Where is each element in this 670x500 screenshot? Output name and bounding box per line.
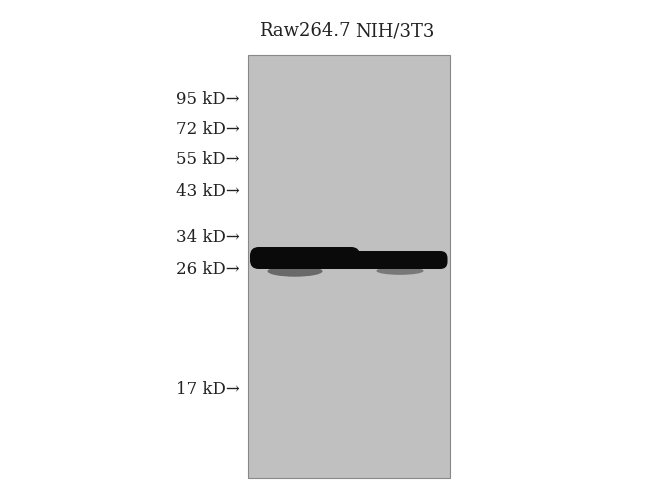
Text: 26 kD→: 26 kD→	[176, 262, 240, 278]
FancyBboxPatch shape	[250, 247, 360, 269]
Text: NIH/3T3: NIH/3T3	[355, 22, 435, 40]
Text: 55 kD→: 55 kD→	[176, 152, 240, 168]
Ellipse shape	[377, 267, 423, 275]
Text: Raw264.7: Raw264.7	[259, 22, 351, 40]
Text: 34 kD→: 34 kD→	[176, 230, 240, 246]
FancyBboxPatch shape	[342, 251, 448, 269]
Text: 17 kD→: 17 kD→	[176, 382, 240, 398]
Text: 72 kD→: 72 kD→	[176, 122, 240, 138]
Bar	[248, 55, 450, 478]
Ellipse shape	[267, 266, 322, 276]
Text: 95 kD→: 95 kD→	[176, 92, 240, 108]
Text: 43 kD→: 43 kD→	[176, 184, 240, 200]
